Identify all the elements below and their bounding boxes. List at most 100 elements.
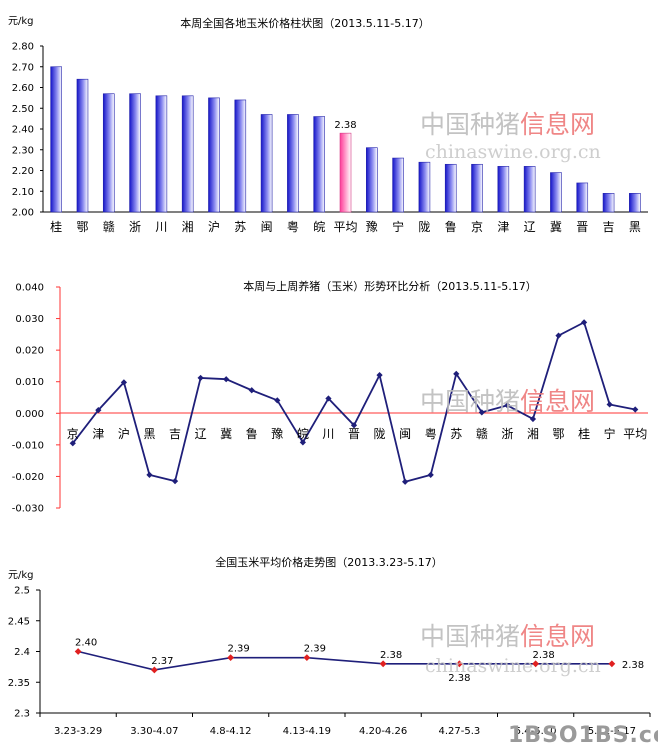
y-tick-label: -0.020 [12,472,44,483]
bar-chart-unit: 元/kg [8,16,34,27]
mom-point-marker [197,374,204,382]
mom-point-marker [606,401,613,408]
y-tick-label: 0.000 [15,409,44,420]
x-category-label: 湘 [527,426,539,441]
mom-point-marker [453,370,460,377]
bar-chart: 元/kg 本周全国各地玉米价格柱状图（2013.5.11-5.17） 2.00 2… [8,16,648,234]
mom-point-marker [529,415,537,423]
y-tick-label: 0.020 [15,346,44,357]
y-tick-label: 0.010 [15,377,44,388]
mom-point-marker [223,376,230,383]
x-category-label: 辽 [195,427,207,441]
x-category-label: 赣 [476,427,488,441]
y-tick-label: 2.5 [14,586,30,597]
x-category-label: 5.4-5.10 [515,726,557,737]
y-tick-label: -0.030 [12,504,44,515]
y-tick-label: 2.10 [12,187,34,198]
bar [444,163,457,213]
bar [260,114,273,213]
watermark-url: chinaswine.org.cn [425,141,601,163]
x-category-label: 晋 [576,220,588,234]
mom-point-marker [580,319,588,326]
avg-point-marker [608,660,616,668]
bar [602,193,615,213]
avg-data-label: 2.38 [448,673,470,684]
avg-point-marker [150,666,158,674]
x-category-label: 鄂 [76,220,88,234]
x-category-label: 闽 [399,427,411,441]
x-category-label: 陇 [374,426,386,441]
watermark-url: chinaswine.org.cn [425,655,601,677]
x-category-label: 鲁 [246,427,258,441]
y-tick-label: 2.20 [12,166,34,177]
bar [471,163,483,213]
mom-line-chart: 本周与上周养猪（玉米）形势环比分析（2013.5.11-5.17） -0.030… [12,279,648,515]
bar [181,95,194,213]
mom-point-marker [325,395,332,402]
mom-point-marker [402,478,409,485]
avg-data-label: 2.37 [151,656,173,667]
watermark-cn-accent: 信息网 [520,387,595,416]
avg-data-label: 2.39 [304,644,326,655]
mom-point-marker [248,387,255,394]
avg-chart-unit: 元/kg [8,570,34,581]
watermark-3: 中国种猪信息网 chinaswine.org.cn [420,622,601,677]
x-category-label: 川 [155,220,167,234]
mom-point-marker [350,422,358,429]
y-tick-label: 2.30 [12,145,34,156]
mom-point-marker [427,471,434,478]
x-category-label: 粤 [287,219,299,234]
bar [287,114,299,213]
x-category-label: 4.20-4.26 [359,726,407,737]
x-category-label: 沪 [208,220,220,234]
avg-data-label: 2.38 [532,650,554,661]
avg-point-marker [379,660,387,668]
mom-point-marker [274,397,281,404]
svg-text:中国种猪信息网: 中国种猪信息网 [420,387,595,416]
watermark-cn-main: 中国种猪 [420,622,520,651]
mom-point-marker [555,332,562,339]
x-category-label: 黑 [629,220,641,234]
x-category-label: 赣 [103,220,115,234]
mom-point-marker [146,471,153,478]
bar [76,78,89,213]
bar-highlight [339,132,352,213]
y-tick-label: 2.80 [12,42,34,53]
y-tick-label: 2.00 [12,208,34,219]
x-category-label: 川 [322,427,334,441]
x-category-label: 3.23-3.29 [54,726,102,737]
y-tick-label: 0.040 [15,283,44,294]
bar [50,66,62,213]
avg-data-label: 2.38 [622,660,644,671]
x-category-label: 4.8-4.12 [210,726,252,737]
avg-point-marker [74,648,82,655]
x-category-label: 豫 [366,220,378,234]
bar-chart-highlight-label: 2.38 [334,120,356,131]
y-tick-label: 2.60 [12,83,34,94]
x-category-label: 桂 [50,219,62,234]
x-category-label: 3.30-4.07 [130,726,178,737]
x-category-label: 苏 [450,427,462,441]
mom-point-marker [632,406,639,413]
x-category-label: 粤 [425,426,437,441]
bar [576,182,589,213]
site-brand-logo: 1BSO1BS.com [508,723,658,746]
avg-chart-title: 全国玉米平均价格走势图（2013.3.23-5.17） [215,555,442,569]
y-tick-label: 2.3 [14,709,30,720]
y-tick-label: 2.70 [12,62,34,73]
mom-chart-title: 本周与上周养猪（玉米）形势环比分析（2013.5.11-5.17） [243,279,536,293]
x-category-label: 津 [497,220,509,234]
bar [102,93,115,213]
x-category-label: 津 [92,427,104,441]
avg-data-label: 2.39 [227,644,249,655]
x-category-label: 苏 [234,220,246,234]
y-tick-label: 2.4 [14,647,30,658]
watermark-1: 中国种猪信息网 chinaswine.org.cn [420,110,601,163]
x-category-label: 吉 [603,220,615,234]
x-category-label: 4.27-5.3 [438,726,480,737]
bar [392,157,404,213]
mom-point-marker [299,439,306,446]
watermark-cn-main: 中国种猪 [420,387,520,416]
x-category-label: 鄂 [553,427,565,441]
